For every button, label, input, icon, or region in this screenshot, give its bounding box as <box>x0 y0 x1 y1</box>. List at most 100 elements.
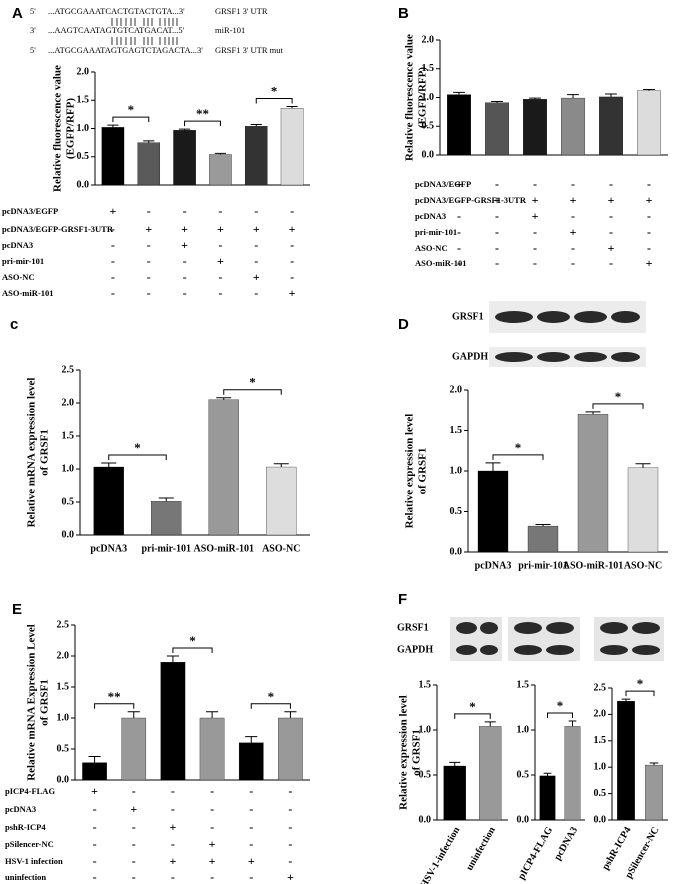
condition-label: pshR-ICP4 <box>5 822 46 832</box>
y-axis-label: Relative mRNA Expression Level <box>26 624 38 781</box>
condition-mark: + <box>130 802 137 816</box>
condition-mark: - <box>609 177 613 191</box>
condition-label: pcDNA3/EGFP <box>2 206 58 216</box>
error-bar <box>567 94 579 99</box>
significance-label: ** <box>196 106 209 121</box>
x-tick-label: pICP4-FLAG <box>516 825 555 882</box>
condition-label: ASO-miR-101 <box>415 258 466 268</box>
condition-mark: - <box>254 238 258 252</box>
condition-mark: - <box>218 238 222 252</box>
y-tick-label: 0.0 <box>450 546 463 557</box>
y-axis-label: (EGFP/RFP) <box>417 67 429 128</box>
condition-mark: + <box>181 238 188 252</box>
condition-mark: - <box>132 784 136 798</box>
blot-frame <box>508 639 580 661</box>
significance-label: * <box>249 375 256 390</box>
condition-label: pcDNA3/EGFP-GRSF1-3UTR <box>2 224 114 234</box>
y-tick-label: 1.0 <box>594 761 607 772</box>
y-tick-label: 1.5 <box>419 679 432 690</box>
error-bar <box>179 128 191 131</box>
error-bar <box>485 462 501 471</box>
condition-mark: - <box>495 177 499 191</box>
y-tick-label: 1.0 <box>419 724 432 735</box>
blot-band <box>546 645 574 655</box>
significance-label: * <box>189 633 196 648</box>
condition-mark: + <box>570 225 577 239</box>
significance-label: * <box>615 389 622 404</box>
error-bar <box>214 152 226 155</box>
error-bar <box>535 523 551 527</box>
condition-mark: - <box>210 784 214 798</box>
condition-mark: + <box>145 222 152 236</box>
blot-label: GRSF1 <box>452 311 484 322</box>
condition-mark: + <box>217 222 224 236</box>
condition-mark: - <box>249 820 253 834</box>
condition-mark: - <box>533 177 537 191</box>
error-bar <box>484 721 496 727</box>
condition-label: pcDNA3 <box>2 240 33 250</box>
y-tick-label: 2.5 <box>594 682 607 693</box>
bar <box>278 717 303 781</box>
condition-mark: - <box>210 820 214 834</box>
y-tick-label: 1.5 <box>422 63 435 74</box>
blot-band <box>480 645 498 655</box>
condition-mark: - <box>288 784 292 798</box>
error-bar <box>621 698 631 702</box>
significance-bracket <box>250 703 291 709</box>
condition-mark: - <box>290 270 294 284</box>
condition-mark: + <box>494 193 501 207</box>
error-bar <box>543 772 552 776</box>
x-tick-label: uninfection <box>464 825 498 873</box>
y-tick-label: 0.5 <box>62 496 75 507</box>
condition-mark: + <box>289 222 296 236</box>
condition-mark: - <box>218 204 222 218</box>
error-bar <box>273 463 289 468</box>
significance-bracket <box>172 647 213 653</box>
condition-mark: - <box>249 870 253 884</box>
panel-letter: A <box>12 5 23 22</box>
blot-band <box>480 622 498 634</box>
significance-label: * <box>515 440 522 455</box>
blot-label: GAPDH <box>397 644 433 655</box>
y-tick-label: 1.0 <box>57 712 70 723</box>
x-tick-label: pcDNA3 <box>90 543 127 554</box>
condition-label: pcDNA3/EGFP-GRSF1-3UTR <box>415 195 527 205</box>
condition-mark: + <box>608 193 615 207</box>
condition-mark: - <box>647 209 651 223</box>
x-tick-label: pri-mir-101 <box>518 560 568 571</box>
blot-band <box>546 622 574 634</box>
condition-mark: - <box>171 837 175 851</box>
condition-mark: - <box>254 204 258 218</box>
error-bar <box>158 497 174 502</box>
condition-label: ASO-NC <box>2 272 35 282</box>
blot-band <box>514 645 542 655</box>
bar <box>199 717 225 781</box>
condition-mark: - <box>457 225 461 239</box>
condition-mark: + <box>646 256 653 270</box>
condition-mark: - <box>609 225 613 239</box>
condition-mark: - <box>290 204 294 218</box>
significance-bracket <box>625 690 655 697</box>
condition-label: pICP4-FLAG <box>5 786 55 796</box>
y-tick-label: 1.5 <box>517 679 530 690</box>
blot-band <box>495 352 533 362</box>
condition-mark: + <box>646 193 653 207</box>
error-bar <box>605 93 617 97</box>
condition-mark: + <box>169 820 176 834</box>
error-bar <box>166 655 179 663</box>
y-tick-label: 1.0 <box>422 92 435 103</box>
condition-mark: + <box>287 870 294 884</box>
condition-mark: - <box>249 784 253 798</box>
y-axis-label: Relative mRNA expression level <box>26 378 38 528</box>
error-bar <box>143 140 155 143</box>
condition-mark: - <box>571 177 575 191</box>
condition-mark: - <box>132 837 136 851</box>
y-axis-label: Relative fluorescence value <box>404 34 416 161</box>
blot-band <box>537 311 570 323</box>
condition-label: pri-mir-101 <box>2 256 44 266</box>
condition-mark: + <box>253 270 260 284</box>
y-tick-label: 1.5 <box>77 95 90 106</box>
blot-band <box>456 645 477 655</box>
condition-mark: - <box>171 784 175 798</box>
